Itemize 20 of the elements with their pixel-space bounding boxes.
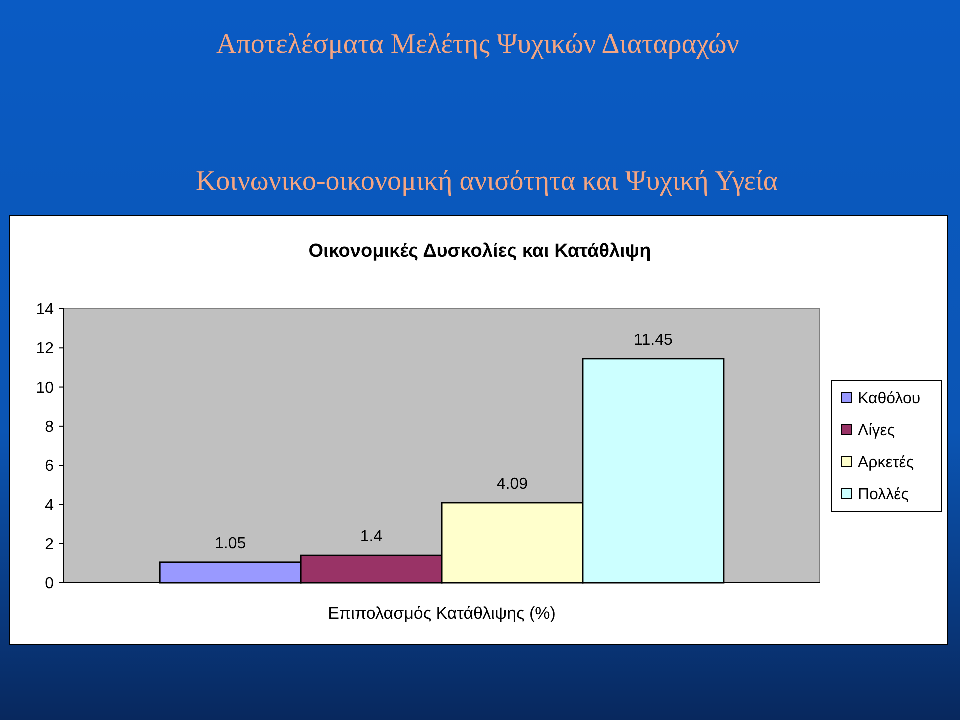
y-tick-label: 12 [36,340,54,358]
data-label: 11.45 [634,332,673,349]
y-tick-label: 10 [36,380,54,397]
y-tick-label: 0 [45,576,54,593]
text: Κοινωνικο-οικονομική ανισότητα και Ψυχική Υγεία [196,166,778,197]
chart-title: Οικονομικές Δυσκολίες και Κατάθλιψη [308,241,652,262]
data-label: 1.4 [360,528,383,546]
y-tick-label: 8 [45,419,54,436]
y-tick-label: 4 [45,497,54,514]
data-label: 1.05 [214,535,246,552]
legend-label: Καθόλου [858,390,921,408]
y-tick-label: 2 [45,536,54,554]
legend-label: Πολλές [858,486,910,504]
text: Αποτελέσματα Μελέτης Ψυχικών Διαταραχών [216,29,740,60]
data-label: 4.09 [496,476,528,493]
y-tick-label: 14 [36,302,54,319]
legend-label: Αρκετές [858,454,914,472]
x-axis-title: Επιπολασμός Κατάθλιψης (%) [328,604,556,623]
legend-label: Λίγες [858,422,896,440]
y-tick-label: 6 [45,458,54,476]
